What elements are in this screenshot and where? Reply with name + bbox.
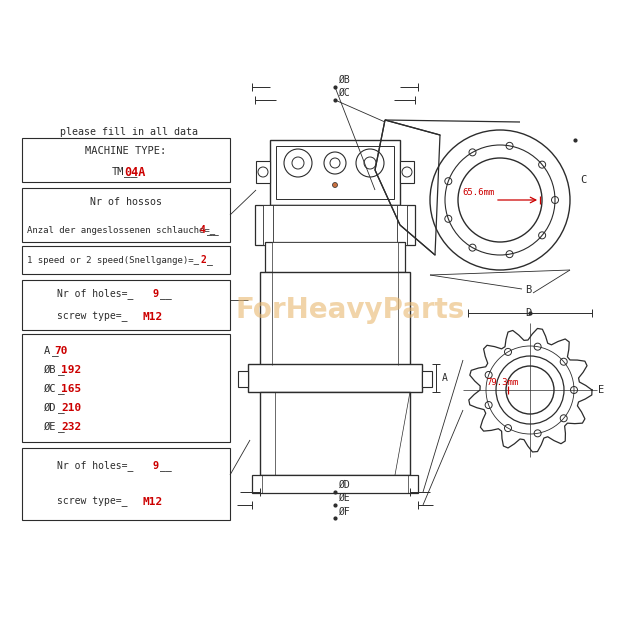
Text: _: _ [58, 366, 65, 376]
Text: 165: 165 [61, 384, 81, 394]
Text: TM: TM [111, 167, 124, 177]
Text: 192: 192 [61, 365, 81, 375]
Bar [252, 475, 418, 493]
Text: 9: 9 [152, 461, 158, 471]
Bar [260, 392, 410, 475]
Bar [255, 205, 415, 245]
Text: E: E [598, 385, 604, 395]
Bar [263, 205, 407, 245]
Bar [272, 242, 398, 272]
Bar [422, 371, 432, 387]
Bar [22, 246, 230, 274]
Text: please fill in all data: please fill in all data [60, 127, 198, 137]
Text: _: _ [58, 385, 65, 395]
Text: A: A [442, 373, 448, 383]
Text: A: A [44, 346, 51, 356]
Bar [400, 161, 414, 183]
Bar [22, 448, 230, 520]
Bar [22, 280, 230, 330]
Text: 70: 70 [54, 346, 68, 356]
Text: 4: 4 [200, 225, 206, 235]
Text: Anzal der angeslossenen schlauche=_: Anzal der angeslossenen schlauche=_ [27, 225, 215, 234]
Text: ØC: ØC [338, 88, 349, 98]
Bar [248, 364, 422, 392]
Text: 1 speed or 2 speed(Snellgange)=_: 1 speed or 2 speed(Snellgange)=_ [27, 255, 199, 264]
Text: ØE: ØE [338, 493, 349, 503]
Text: __: __ [124, 168, 138, 178]
Text: _: _ [58, 404, 65, 414]
Text: _: _ [207, 256, 213, 266]
Text: 210: 210 [61, 403, 81, 413]
Bar [265, 242, 405, 272]
Text: ØD: ØD [44, 403, 56, 413]
Text: 65.6mm: 65.6mm [462, 188, 494, 196]
Text: B: B [525, 285, 531, 295]
Text: _: _ [51, 347, 58, 357]
Text: ØD: ØD [338, 480, 349, 490]
Circle shape [333, 182, 337, 188]
Bar [270, 140, 400, 205]
Text: __: __ [160, 290, 172, 300]
Bar [22, 334, 230, 442]
Text: screw type=_: screw type=_ [57, 312, 127, 322]
Text: D: D [525, 308, 531, 318]
Text: Nr of hossos: Nr of hossos [90, 197, 162, 207]
Bar [22, 138, 230, 182]
Text: ØB: ØB [338, 75, 349, 85]
Text: 79.3mm: 79.3mm [486, 378, 518, 387]
Text: 2: 2 [200, 255, 206, 265]
Text: _: _ [58, 423, 65, 433]
Text: Nr of holes=_: Nr of holes=_ [57, 289, 133, 300]
Text: 232: 232 [61, 422, 81, 432]
Text: ØF: ØF [338, 507, 349, 517]
Text: ØC: ØC [44, 384, 56, 394]
Bar [276, 146, 394, 199]
Text: ØE: ØE [44, 422, 56, 432]
Text: __: __ [207, 226, 219, 236]
Text: MACHINE TYPE:: MACHINE TYPE: [85, 146, 166, 156]
Text: M12: M12 [142, 497, 163, 507]
Text: M12: M12 [142, 312, 163, 322]
Text: ForHeavyParts: ForHeavyParts [236, 296, 465, 324]
Text: screw type=_: screw type=_ [57, 497, 127, 508]
Text: Nr of holes=_: Nr of holes=_ [57, 461, 133, 472]
Text: 04A: 04A [124, 166, 145, 179]
Text: 9: 9 [152, 289, 158, 299]
Bar [273, 205, 397, 245]
Bar [260, 272, 410, 365]
Text: C: C [580, 175, 586, 185]
Bar [238, 371, 248, 387]
Bar [256, 161, 270, 183]
Bar [22, 188, 230, 242]
Text: __: __ [160, 462, 172, 472]
Text: ØB: ØB [44, 365, 56, 375]
